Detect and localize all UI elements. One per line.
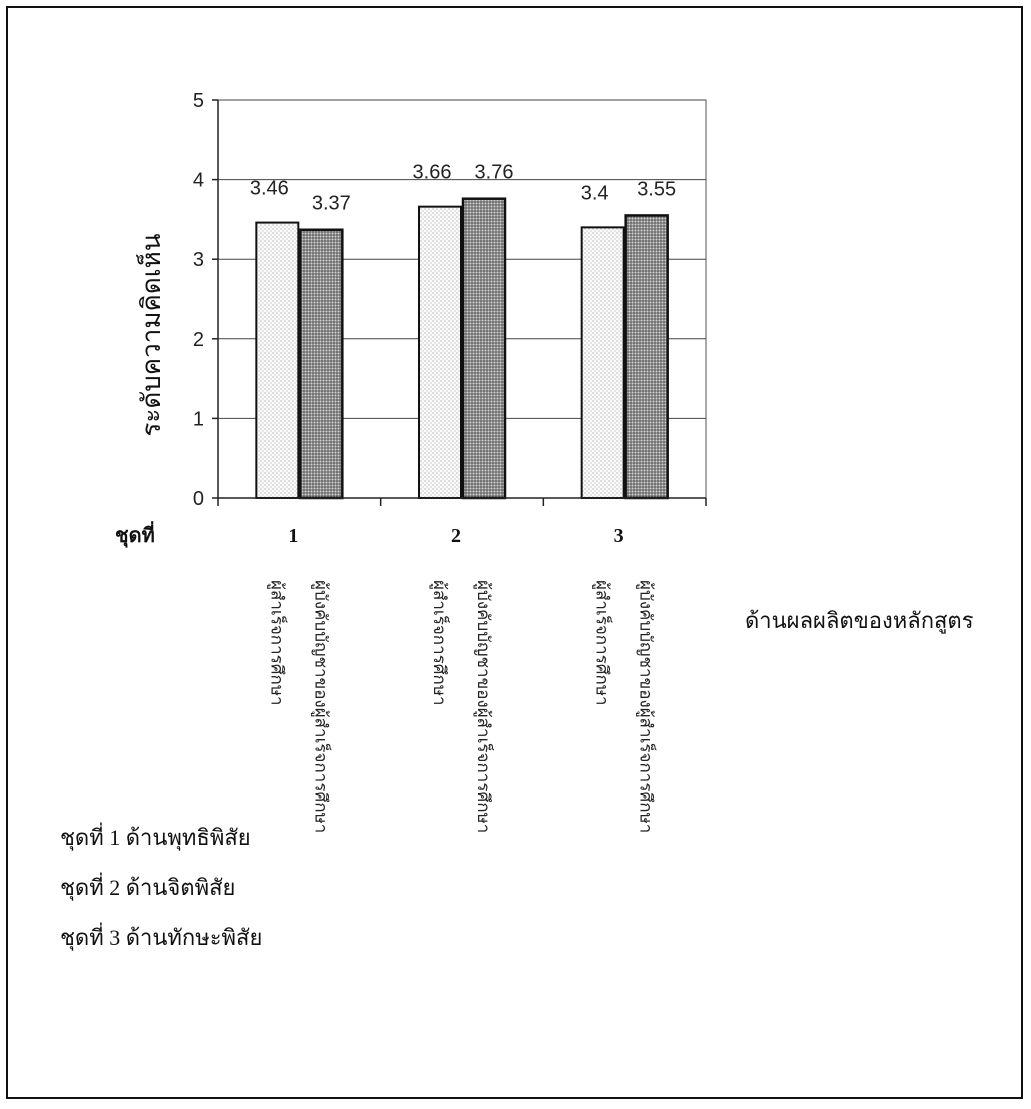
data-label: 3.55: [637, 178, 676, 200]
y-tick-label: 4: [193, 170, 204, 192]
bars: [255, 197, 669, 500]
series-name-label: ผู้สำเร็จการศึกษา: [429, 580, 451, 706]
x-tick-label: 2: [451, 525, 461, 547]
series-name-label: ผู้สำเร็จการศึกษา: [592, 580, 614, 706]
data-label: 3.4: [581, 182, 609, 204]
y-axis-title: ระดับความคิดเห็น: [135, 233, 166, 436]
y-tick-label: 3: [193, 249, 204, 271]
series-name-label: ผู้บังคับบัญชาของผู้สำเร็จการศึกษา: [310, 580, 332, 833]
y-tick-label: 1: [193, 408, 204, 430]
x-tick-label: 1: [288, 525, 298, 547]
y-tick-label: 5: [193, 90, 204, 112]
series-name-label: ผู้บังคับบัญชาของผู้สำเร็จการศึกษา: [636, 580, 658, 833]
note-set-1: ชุดที่ 1 ด้านพุทธิพิสัย: [60, 825, 251, 850]
series-name-label: ผู้บังคับบัญชาของผู้สำเร็จการศึกษา: [473, 580, 495, 833]
data-label: 3.66: [413, 162, 452, 184]
x-axis-title: ด้านผลผลิตของหลักสูตร: [745, 608, 974, 634]
note-set-3: ชุดที่ 3 ด้านทักษะพิสัย: [60, 925, 263, 950]
x-tick-label: 3: [614, 525, 624, 547]
data-label: 3.76: [475, 162, 514, 184]
bar-series-1-cat-3: [580, 226, 625, 500]
data-labels: 3.46 ผู้สำเร็จการศึกษา 3.37 ผู้บังคับบัญชาข…: [250, 162, 676, 834]
figure-frame: [6, 6, 1023, 1099]
y-tick-label: 0: [193, 488, 204, 510]
series-name-label: ผู้สำเร็จการศึกษา: [266, 580, 288, 706]
bar-series-1-cat-1: [255, 221, 300, 499]
axes: 0 1 2 3 4 5: [193, 90, 707, 510]
note-set-2: ชุดที่ 2 ด้านจิตพิสัย: [60, 875, 236, 900]
bar-series-2-cat-3: [624, 214, 669, 500]
bar-series-2-cat-1: [299, 228, 344, 500]
bar-series-2-cat-2: [461, 197, 507, 500]
y-tick-label: 2: [193, 329, 204, 351]
data-label: 3.46: [250, 178, 289, 200]
bar-series-1-cat-2: [418, 205, 462, 499]
category-prefix: ชุดที่: [115, 520, 155, 548]
data-label: 3.37: [312, 193, 351, 215]
